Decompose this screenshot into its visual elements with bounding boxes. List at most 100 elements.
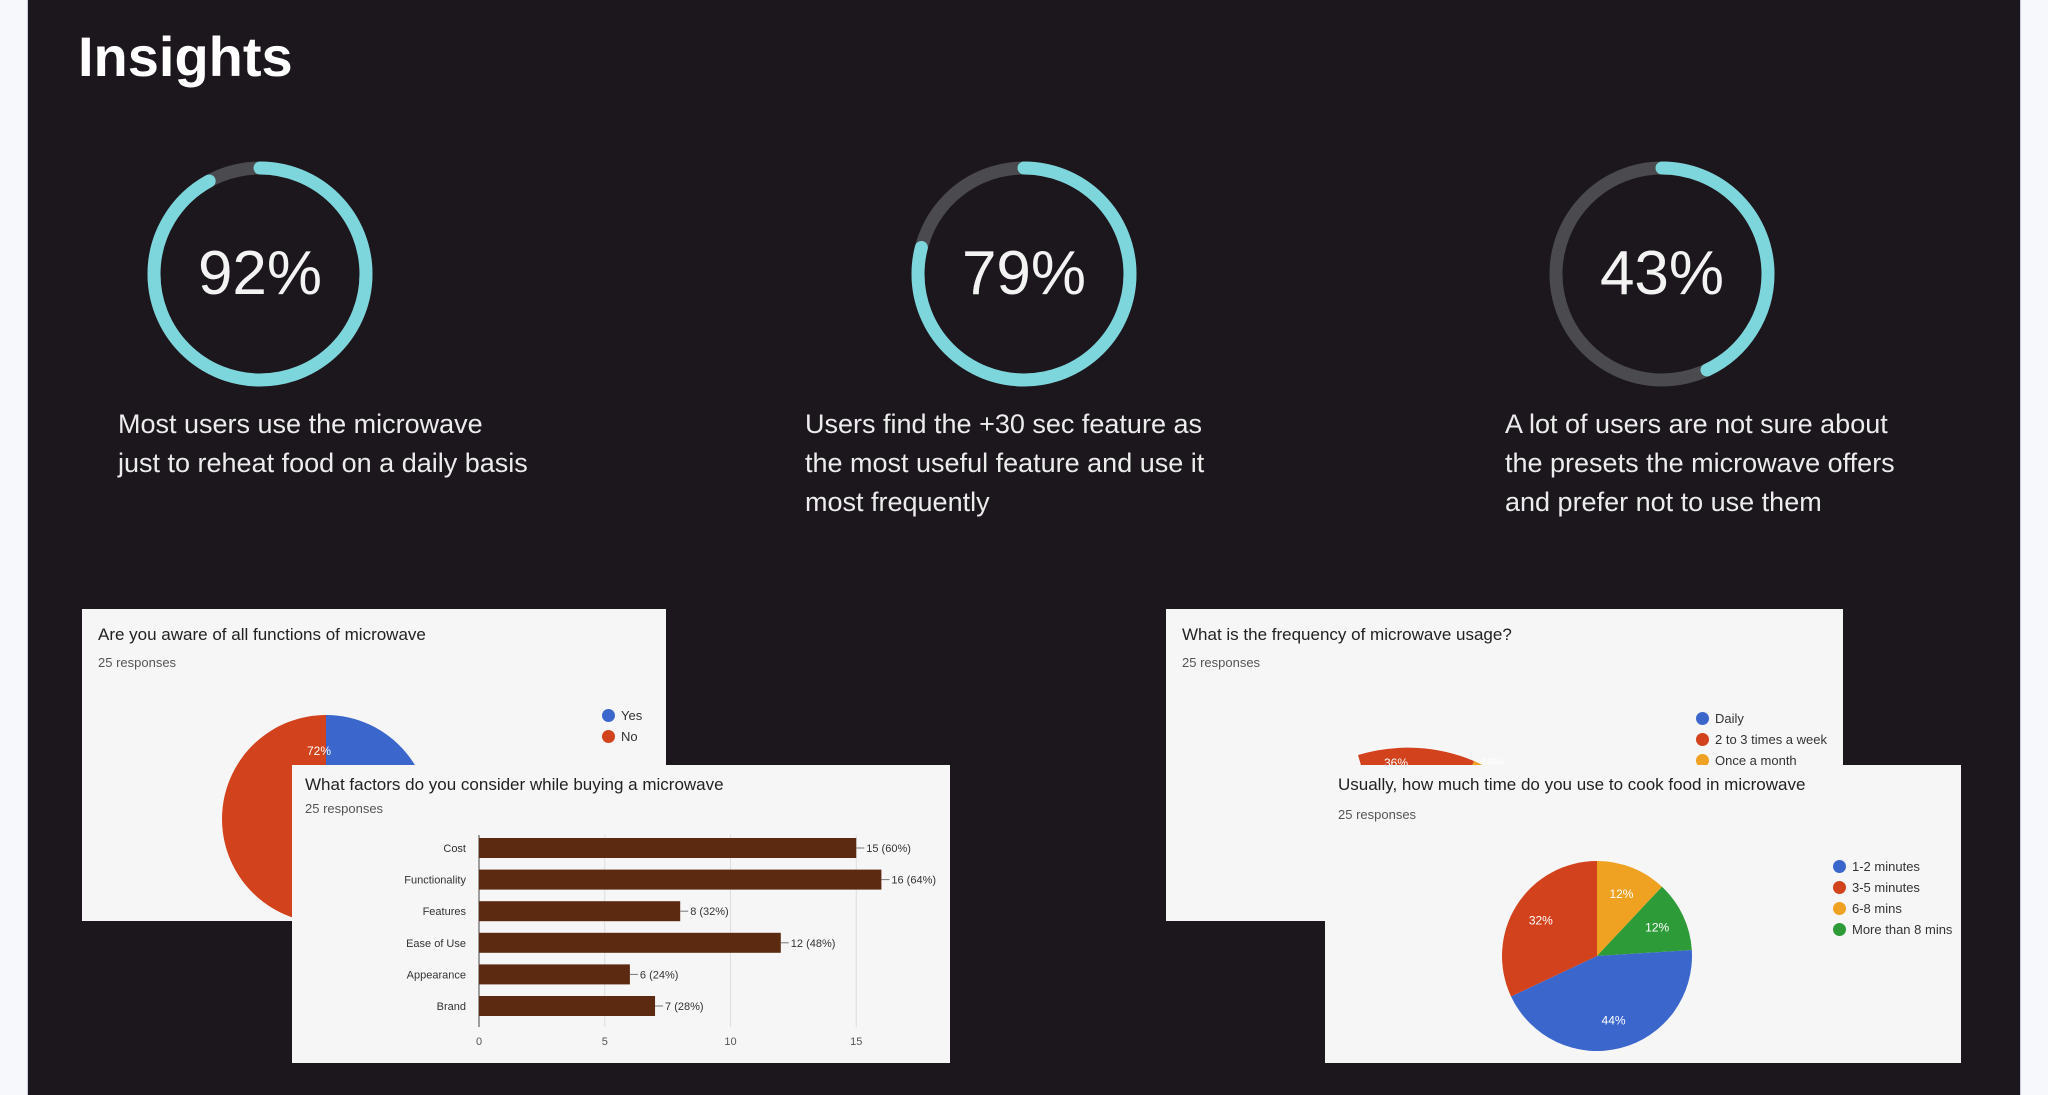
legend-item-1-2-min: 1-2 minutes: [1833, 856, 1952, 877]
cook-time-label-1: 12%: [1645, 921, 1669, 935]
legend-item-no: No: [602, 726, 642, 747]
legend-item-yes: Yes: [602, 705, 642, 726]
bar-functionality: [479, 869, 882, 890]
bar-brand: [479, 996, 656, 1016]
stat-ring-1: 92%: [140, 154, 380, 394]
chart-card-factors: What factors do you consider while buyin…: [292, 765, 950, 1063]
chart-card-cook-time: Usually, how much time do you use to coo…: [1325, 765, 1961, 1063]
legend-dot-3-5-min: [1833, 881, 1846, 894]
insight-3-line-3: and prefer not to use them: [1505, 487, 1822, 517]
pie-label-72: 72%: [307, 744, 331, 758]
legend-dot-8-plus-min: [1833, 923, 1846, 936]
legend-item-monthly: Once a month: [1696, 750, 1827, 771]
progress-arc: [1549, 161, 1775, 387]
chart-question: Usually, how much time do you use to coo…: [1338, 775, 1806, 794]
legend-dot-daily: [1696, 712, 1709, 725]
x-tick-label: 5: [602, 1036, 608, 1048]
bar-ease-of-use: [479, 932, 781, 953]
progress-ring-3: [1549, 161, 1775, 387]
legend-cook-time: 1-2 minutes 3-5 minutes 6-8 mins More th…: [1833, 856, 1952, 940]
legend-dot-1-2-min: [1833, 860, 1846, 873]
insight-text-1: Most users use the microwave just to reh…: [118, 405, 528, 483]
insight-text-2: Users find the +30 sec feature as the mo…: [805, 405, 1204, 522]
bar-value-label: 12 (48%): [791, 938, 836, 950]
x-tick-label: 15: [850, 1036, 862, 1048]
insight-1-line-1: Most users use the microwave: [118, 409, 483, 439]
chart-question: Are you aware of all functions of microw…: [98, 625, 426, 644]
legend-dot-monthly: [1696, 754, 1709, 767]
left-window-edge: [0, 0, 28, 1095]
legend-label-no: No: [621, 729, 638, 744]
x-tick-label: 0: [476, 1036, 482, 1048]
right-window-edge: [2020, 0, 2048, 1095]
legend-dot-weekly: [1696, 733, 1709, 746]
category-label: Ease of Use: [406, 938, 466, 950]
legend-item-6-8-min: 6-8 mins: [1833, 898, 1952, 919]
legend-label-8-plus-min: More than 8 mins: [1852, 922, 1953, 937]
bar-features: [479, 901, 681, 922]
cook-time-slice-0: [1597, 861, 1663, 956]
progress-arc: [147, 161, 373, 387]
x-tick-label: 10: [724, 1036, 736, 1048]
response-count: 25 responses: [98, 655, 177, 670]
bar-value-label: 6 (24%): [640, 969, 679, 981]
insight-3-line-1: A lot of users are not sure about: [1505, 409, 1888, 439]
bar-value-label: 15 (60%): [866, 843, 911, 855]
legend-label-weekly: 2 to 3 times a week: [1715, 732, 1827, 747]
bar-value-label: 7 (28%): [665, 1001, 704, 1013]
legend-dot-yes: [602, 709, 615, 722]
legend-dot-no: [602, 730, 615, 743]
cook-time-slice-3: [1502, 861, 1597, 997]
category-label: Cost: [443, 843, 466, 855]
insight-3-line-2: the presets the microwave offers: [1505, 448, 1895, 478]
progress-ring-1: [147, 161, 373, 387]
insight-1-line-2: just to reheat food on a daily basis: [118, 448, 528, 478]
insight-2-line-3: most frequently: [805, 487, 990, 517]
legend-label-1-2-min: 1-2 minutes: [1852, 859, 1920, 874]
legend-label-yes: Yes: [621, 708, 643, 723]
insight-2-line-2: the most useful feature and use it: [805, 448, 1205, 478]
legend-frequency: Daily 2 to 3 times a week Once a month: [1696, 708, 1827, 771]
category-label: Functionality: [404, 875, 466, 887]
cook-time-label-2: 44%: [1602, 1013, 1626, 1027]
bar-value-label: 8 (32%): [690, 906, 729, 918]
chart-question: What is the frequency of microwave usage…: [1182, 625, 1512, 644]
response-count: 25 responses: [1182, 655, 1261, 670]
legend-label-monthly: Once a month: [1715, 753, 1797, 768]
cook-time-slice-2: [1511, 950, 1692, 1051]
legend-label-6-8-min: 6-8 mins: [1852, 901, 1902, 916]
response-count: 25 responses: [1338, 807, 1417, 822]
cook-time-label-3: 32%: [1529, 913, 1553, 927]
chart-question: What factors do you consider while buyin…: [305, 775, 724, 794]
progress-arc: [911, 161, 1137, 387]
progress-ring-2: [911, 161, 1137, 387]
legend-dot-6-8-min: [1833, 902, 1846, 915]
response-count: 25 responses: [305, 801, 384, 816]
legend-item-8-plus-min: More than 8 mins: [1833, 919, 1952, 940]
legend-label-3-5-min: 3-5 minutes: [1852, 880, 1920, 895]
category-label: Brand: [437, 1001, 466, 1013]
category-label: Features: [423, 906, 467, 918]
stat-ring-3: 43%: [1542, 154, 1782, 394]
cook-time-slice-1: [1597, 886, 1692, 956]
legend-awareness: Yes No: [602, 705, 642, 747]
insight-2-line-1: Users find the +30 sec feature as: [805, 409, 1202, 439]
stat-value-3: 43%: [1599, 239, 1725, 308]
legend-item-weekly: 2 to 3 times a week: [1696, 729, 1827, 750]
bar-appearance: [479, 964, 630, 985]
insight-text-3: A lot of users are not sure about the pr…: [1505, 405, 1895, 522]
bar-value-label: 16 (64%): [891, 875, 936, 887]
cook-time-label-0: 12%: [1609, 887, 1633, 901]
stat-value-1: 92%: [197, 239, 323, 308]
stat-ring-2: 79%: [904, 154, 1144, 394]
stat-value-2: 79%: [961, 239, 1087, 308]
pie-chart-cook-time: 12% 12% 44% 32%: [1502, 861, 1692, 1051]
legend-item-daily: Daily: [1696, 708, 1827, 729]
bar-cost: [479, 838, 857, 858]
legend-item-3-5-min: 3-5 minutes: [1833, 877, 1952, 898]
legend-label-daily: Daily: [1715, 711, 1744, 726]
category-label: Appearance: [407, 969, 466, 981]
insights-slide: Insights 92% 79% 43% Most users use the …: [28, 0, 2020, 1095]
slide-title: Insights: [78, 25, 293, 88]
